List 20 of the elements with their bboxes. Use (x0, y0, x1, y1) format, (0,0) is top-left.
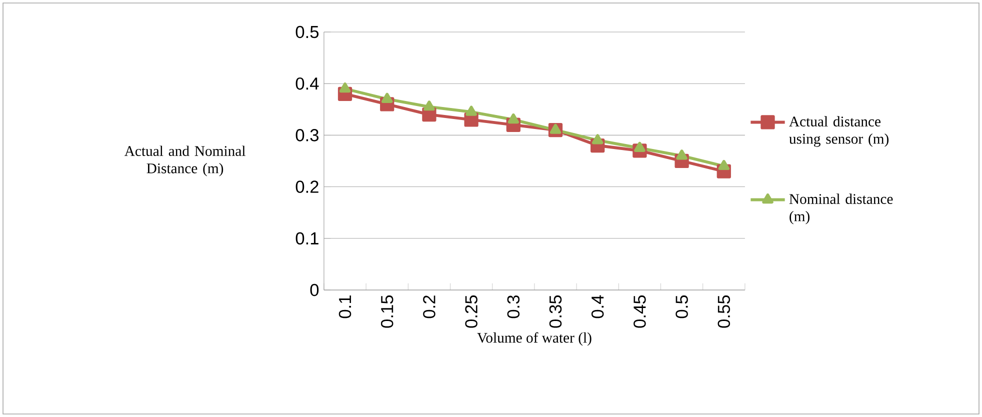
y-tick-label: 0.5 (296, 26, 319, 38)
legend-label: Nominal distance (m) (789, 194, 893, 224)
y-tick-label: 0.2 (296, 180, 318, 193)
x-tick-label: 0.3 (507, 295, 520, 318)
legend-label: Actual distance using sensor (m) (789, 116, 889, 147)
x-tick-label: 0.2 (423, 296, 436, 318)
y-tick-label: 0 (310, 284, 319, 296)
x-tick-label: 0.25 (465, 295, 478, 328)
y-tick-label: 0.3 (296, 129, 318, 142)
x-tick-label: 0.1 (338, 296, 352, 318)
y-axis-title: Actual and Nominal Distance (m) (124, 146, 246, 176)
x-axis-title: Volume of water (l) (477, 332, 592, 346)
x-tick-label: 0.15 (380, 295, 394, 328)
x-tick-label: 0.4 (591, 295, 604, 318)
x-tick-label: 0.55 (718, 295, 730, 328)
x-tick-label: 0.45 (634, 295, 646, 328)
y-tick-label: 0.1 (296, 232, 318, 245)
x-tick-label: 0.35 (549, 295, 562, 328)
x-tick-label: 0.5 (676, 295, 688, 318)
y-tick-label: 0.4 (296, 77, 319, 90)
